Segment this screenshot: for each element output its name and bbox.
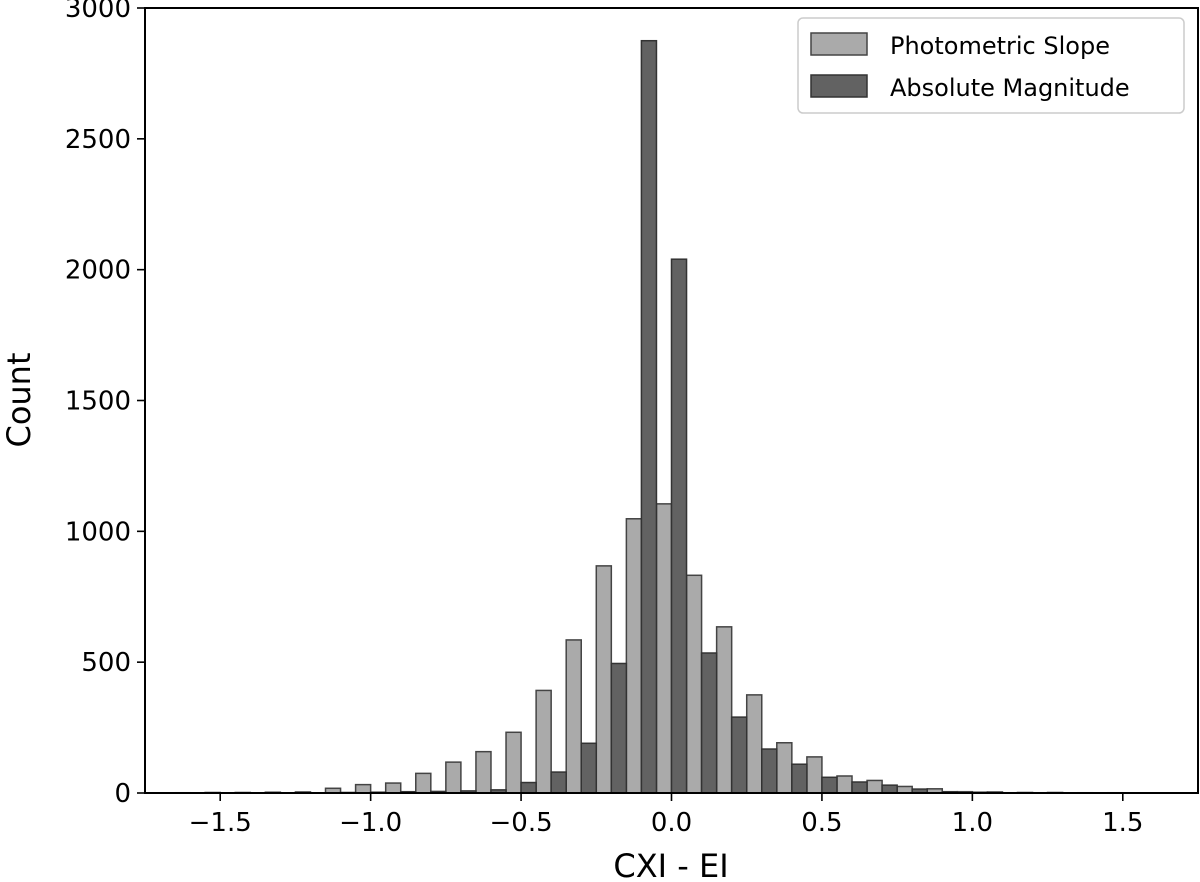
bar-photometric-slope bbox=[655, 503, 673, 794]
bar-photometric-slope bbox=[866, 779, 883, 794]
bar-photometric-slope bbox=[535, 689, 552, 794]
bar-absolute-magnitude bbox=[670, 258, 688, 794]
bar-absolute-magnitude bbox=[610, 662, 628, 794]
y-axis-ticks: 0 500 1000 1500 2000 2500 3000 bbox=[65, 0, 145, 809]
bar-photometric-slope bbox=[445, 761, 462, 794]
x-tick-label: 0.5 bbox=[801, 808, 842, 838]
bar-photometric-slope bbox=[354, 783, 372, 794]
bar-photometric-slope bbox=[715, 626, 733, 794]
bar-photometric-slope bbox=[415, 772, 432, 794]
y-axis-label: Count bbox=[0, 352, 38, 447]
bar-photometric-slope bbox=[475, 750, 492, 794]
y-tick-label: 1000 bbox=[65, 517, 131, 547]
y-tick-label: 2500 bbox=[65, 125, 131, 155]
bar-absolute-magnitude bbox=[761, 748, 778, 794]
y-tick-label: 2000 bbox=[65, 256, 131, 286]
y-tick-label: 0 bbox=[114, 779, 131, 809]
x-tick-label: −1.5 bbox=[189, 808, 252, 838]
x-tick-label: 0.0 bbox=[651, 808, 692, 838]
x-tick-label: −1.0 bbox=[339, 808, 402, 838]
legend: Photometric Slope Absolute Magnitude bbox=[797, 17, 1185, 114]
y-tick-label: 500 bbox=[81, 648, 131, 678]
bar-absolute-magnitude bbox=[730, 716, 748, 794]
bar-photometric-slope bbox=[745, 694, 763, 794]
bar-absolute-magnitude bbox=[640, 39, 658, 794]
x-tick-label: 1.0 bbox=[952, 808, 993, 838]
bar-photometric-slope bbox=[625, 518, 643, 794]
bar-absolute-magnitude bbox=[700, 652, 718, 794]
plot-bars bbox=[174, 39, 1124, 794]
bar-absolute-magnitude bbox=[550, 771, 567, 794]
bar-absolute-magnitude bbox=[851, 781, 868, 794]
x-tick-label: −0.5 bbox=[490, 808, 553, 838]
bar-photometric-slope bbox=[595, 565, 613, 794]
x-axis-ticks: −1.5 −1.0 −0.5 0.0 0.5 1.0 1.5 bbox=[189, 793, 1143, 838]
x-axis-label: CXI - EI bbox=[613, 847, 728, 882]
y-tick-label: 1500 bbox=[65, 387, 131, 417]
bar-photometric-slope bbox=[565, 639, 582, 794]
bar-absolute-magnitude bbox=[881, 784, 898, 794]
legend-label-photometric-slope: Photometric Slope bbox=[890, 32, 1110, 60]
bar-absolute-magnitude bbox=[821, 776, 838, 794]
legend-swatch-photometric-slope bbox=[810, 32, 868, 56]
x-tick-label: 1.5 bbox=[1102, 808, 1143, 838]
bar-photometric-slope bbox=[685, 574, 703, 794]
bar-photometric-slope bbox=[384, 782, 402, 794]
bar-photometric-slope bbox=[836, 775, 853, 794]
bar-absolute-magnitude bbox=[791, 763, 808, 794]
legend-frame bbox=[797, 17, 1185, 114]
bar-absolute-magnitude bbox=[520, 781, 537, 794]
legend-label-absolute-magnitude: Absolute Magnitude bbox=[890, 74, 1130, 102]
bar-photometric-slope bbox=[776, 742, 793, 794]
legend-swatch-absolute-magnitude bbox=[810, 74, 868, 98]
y-tick-label: 3000 bbox=[65, 0, 131, 24]
bar-absolute-magnitude bbox=[580, 742, 598, 794]
bar-photometric-slope bbox=[505, 731, 522, 794]
bar-photometric-slope bbox=[806, 756, 823, 794]
